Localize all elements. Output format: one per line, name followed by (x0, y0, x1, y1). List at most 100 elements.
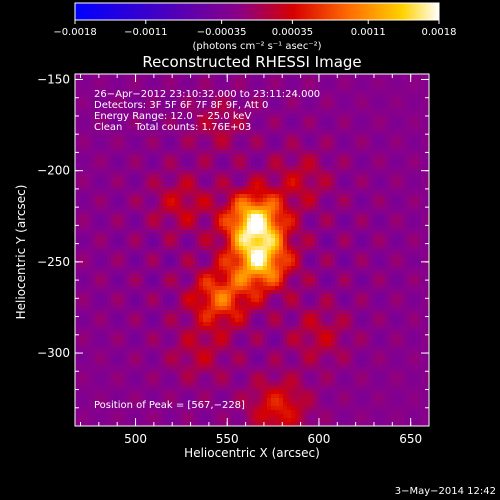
heatmap-cell (147, 274, 151, 278)
heatmap-cell (291, 398, 295, 402)
heatmap-cell (247, 154, 251, 158)
heatmap-cell (223, 190, 227, 194)
heatmap-cell (203, 338, 207, 342)
heatmap-cell (111, 346, 115, 350)
heatmap-cell (155, 210, 159, 214)
heatmap-cell (191, 298, 195, 302)
heatmap-cell (187, 106, 191, 110)
heatmap-cell (83, 90, 87, 94)
heatmap-cell (95, 326, 99, 330)
heatmap-cell (151, 370, 155, 374)
heatmap-cell (271, 94, 275, 98)
heatmap-cell (111, 154, 115, 158)
heatmap-cell (115, 158, 119, 162)
heatmap-cell (271, 122, 275, 126)
heatmap-cell (251, 202, 255, 206)
heatmap-cell (143, 394, 147, 398)
heatmap-cell (159, 390, 163, 394)
heatmap-cell (99, 246, 103, 250)
heatmap-cell (223, 158, 227, 162)
heatmap-cell (115, 386, 119, 390)
heatmap-cell (275, 182, 279, 186)
heatmap-cell (95, 306, 99, 310)
heatmap-cell (119, 258, 123, 262)
heatmap-cell (207, 374, 211, 378)
heatmap-cell (195, 402, 199, 406)
heatmap-cell (187, 346, 191, 350)
heatmap-cell (95, 310, 99, 314)
heatmap-cell (135, 170, 139, 174)
heatmap-cell (259, 398, 263, 402)
heatmap-cell (259, 370, 263, 374)
heatmap-cell (135, 202, 139, 206)
heatmap-cell (87, 366, 91, 370)
heatmap-cell (191, 370, 195, 374)
heatmap-cell (247, 402, 251, 406)
heatmap-cell (123, 210, 127, 214)
heatmap-cell (187, 262, 191, 266)
heatmap-cell (231, 210, 235, 214)
heatmap-cell (155, 250, 159, 254)
heatmap-cell (271, 174, 275, 178)
heatmap-cell (243, 106, 247, 110)
heatmap-cell (91, 74, 95, 78)
heatmap-cell (207, 398, 211, 402)
heatmap-cell (239, 146, 243, 150)
heatmap-cell (295, 238, 299, 242)
heatmap-cell (223, 146, 227, 150)
heatmap-cell (279, 422, 283, 426)
heatmap-cell (219, 118, 223, 122)
heatmap-cell (279, 374, 283, 378)
heatmap-cell (167, 126, 171, 130)
heatmap-cell (107, 374, 111, 378)
heatmap-cell (167, 210, 171, 214)
heatmap-cell (115, 126, 119, 130)
heatmap-cell (203, 362, 207, 366)
heatmap-cell (159, 162, 163, 166)
heatmap-cell (275, 106, 279, 110)
heatmap-cell (191, 218, 195, 222)
heatmap-cell (267, 162, 271, 166)
heatmap-cell (139, 286, 143, 290)
heatmap-cell (175, 374, 179, 378)
heatmap-cell (231, 290, 235, 294)
heatmap-cell (155, 242, 159, 246)
heatmap-cell (211, 230, 215, 234)
heatmap-cell (283, 422, 287, 426)
heatmap-cell (239, 338, 243, 342)
heatmap-cell (271, 274, 275, 278)
heatmap-cell (251, 190, 255, 194)
heatmap-cell (291, 226, 295, 230)
heatmap-cell (111, 166, 115, 170)
heatmap-cell (123, 414, 127, 418)
heatmap-cell (259, 386, 263, 390)
heatmap-cell (103, 174, 107, 178)
heatmap-cell (95, 146, 99, 150)
heatmap-cell (259, 314, 263, 318)
heatmap-cell (211, 174, 215, 178)
heatmap-cell (147, 86, 151, 90)
heatmap-cell (75, 118, 79, 122)
heatmap-cell (103, 374, 107, 378)
heatmap-cell (95, 378, 99, 382)
heatmap-cell (235, 294, 239, 298)
heatmap-cell (207, 310, 211, 314)
heatmap-cell (111, 310, 115, 314)
heatmap-cell (175, 186, 179, 190)
heatmap-cell (203, 354, 207, 358)
heatmap-cell (235, 242, 239, 246)
heatmap-cell (171, 94, 175, 98)
heatmap-cell (187, 246, 191, 250)
heatmap-cell (87, 294, 91, 298)
heatmap-cell (223, 150, 227, 154)
heatmap-cell (111, 206, 115, 210)
heatmap-cell (135, 118, 139, 122)
heatmap-cell (135, 338, 139, 342)
heatmap-cell (239, 386, 243, 390)
heatmap-cell (127, 222, 131, 226)
heatmap-cell (243, 142, 247, 146)
heatmap-cell (183, 422, 187, 426)
heatmap-cell (255, 186, 259, 190)
heatmap-cell (151, 94, 155, 98)
heatmap-cell (143, 130, 147, 134)
